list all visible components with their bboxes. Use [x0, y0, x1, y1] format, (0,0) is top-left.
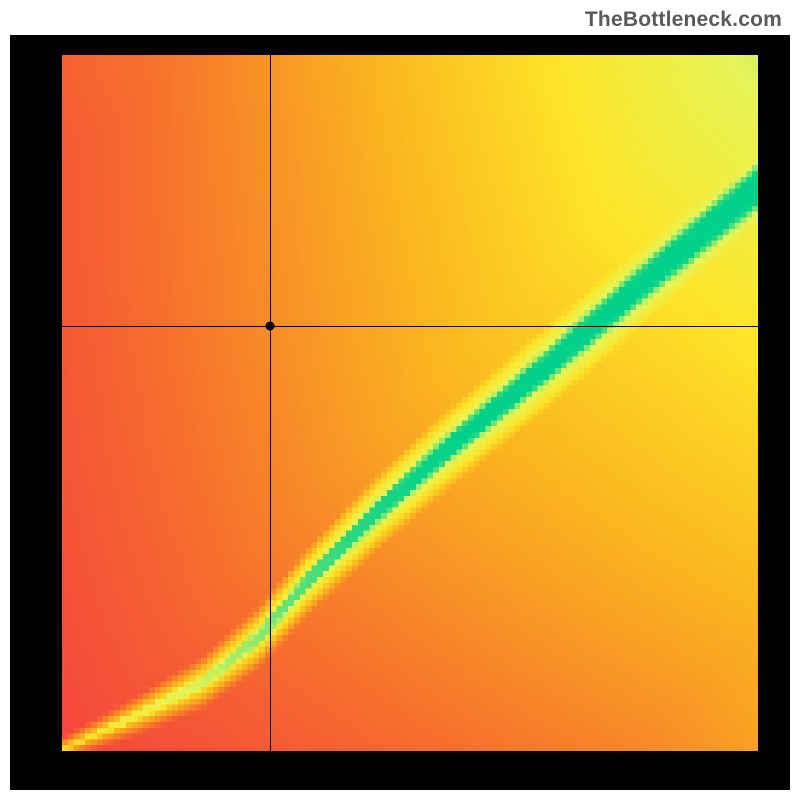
attribution-text: TheBottleneck.com	[585, 8, 782, 32]
crosshair-marker	[266, 322, 275, 331]
crosshair-vertical	[270, 55, 271, 751]
heatmap-canvas	[62, 55, 758, 751]
plot-frame	[10, 35, 790, 790]
chart-container: TheBottleneck.com	[0, 0, 800, 800]
plot-area	[62, 55, 758, 751]
crosshair-horizontal	[62, 326, 758, 327]
